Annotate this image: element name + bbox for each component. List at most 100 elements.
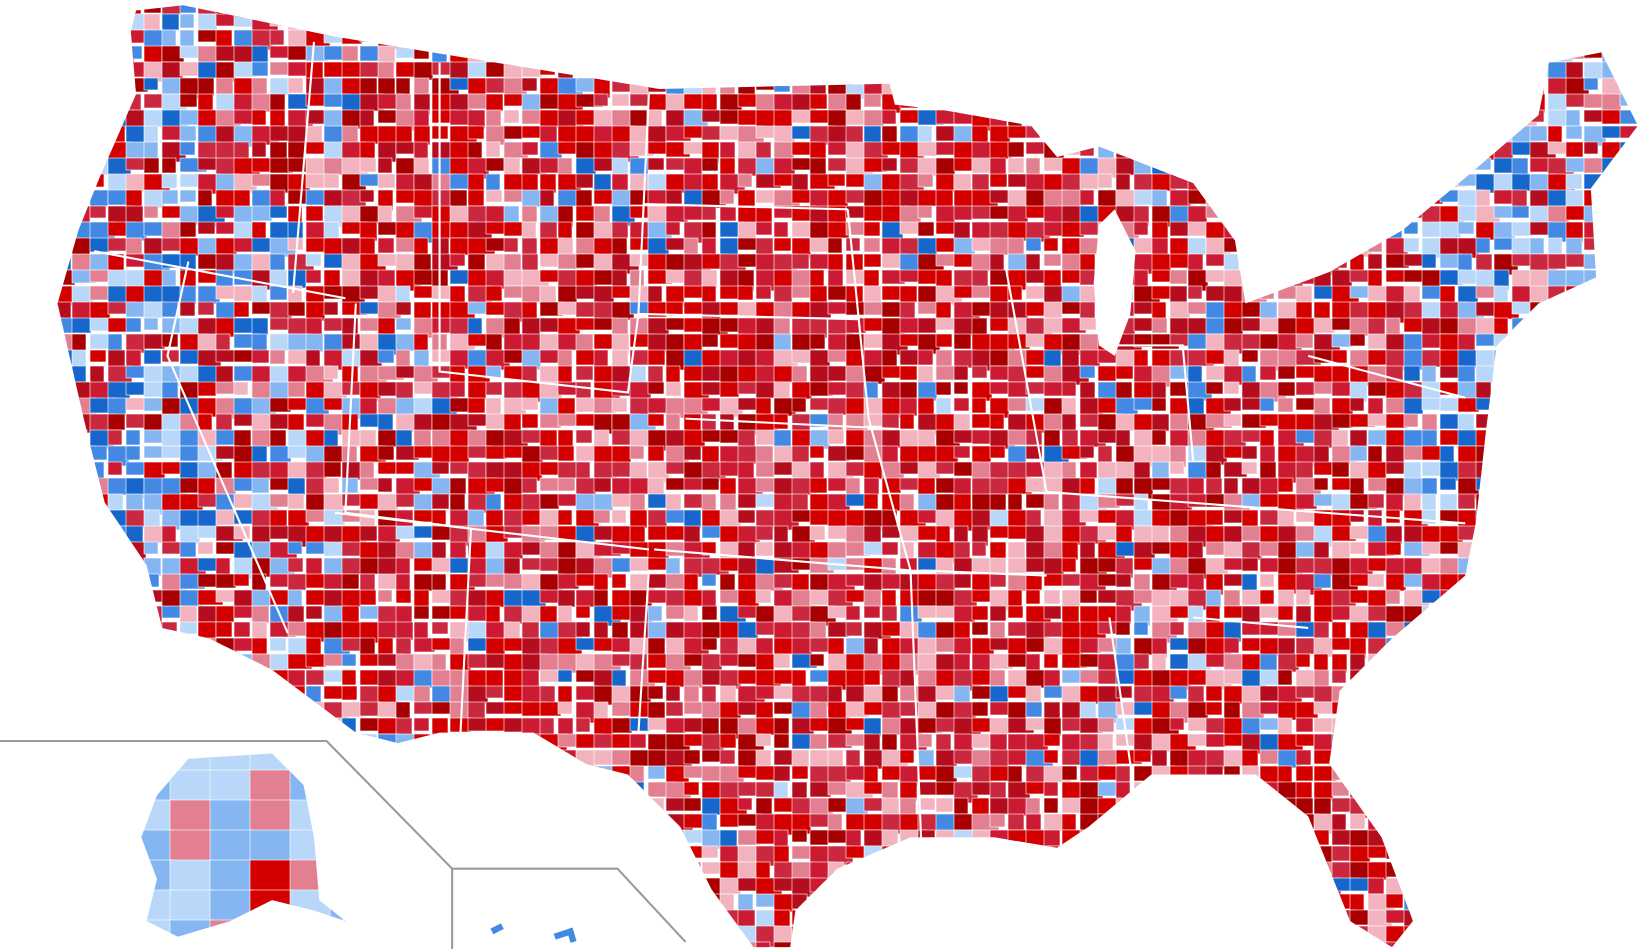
county: [503, 477, 523, 497]
county: [521, 285, 541, 303]
county: [1295, 413, 1316, 431]
county: [989, 765, 1010, 782]
county: [1331, 557, 1353, 576]
county: [521, 141, 539, 156]
county: [683, 605, 699, 622]
county: [1241, 557, 1259, 572]
county: [629, 733, 647, 749]
county: [1403, 365, 1421, 382]
county: [755, 157, 775, 177]
county: [485, 173, 501, 193]
county: [161, 157, 177, 174]
county: [1025, 653, 1041, 672]
county: [1313, 285, 1335, 300]
county: [557, 221, 573, 240]
county: [1349, 445, 1368, 462]
county: [485, 397, 502, 416]
county: [989, 317, 1011, 332]
county: [1061, 765, 1078, 781]
county: [1547, 237, 1563, 255]
county: [809, 285, 828, 303]
county: [791, 461, 813, 480]
county: [503, 541, 524, 560]
county: [863, 525, 882, 545]
county: [863, 477, 880, 496]
county: [827, 541, 847, 559]
county: [197, 301, 215, 316]
county: [1295, 669, 1317, 688]
county: [1223, 381, 1240, 395]
county: [503, 93, 524, 107]
county: [251, 605, 270, 624]
county: [215, 573, 237, 589]
county: [1043, 493, 1060, 511]
county: [215, 29, 233, 49]
county: [683, 813, 704, 829]
county: [683, 749, 701, 765]
county: [557, 685, 573, 705]
county: [1043, 829, 1061, 847]
county: [683, 717, 705, 733]
county: [269, 109, 286, 129]
county: [1025, 237, 1042, 252]
county: [1259, 461, 1277, 480]
county: [863, 765, 879, 785]
county: [197, 189, 213, 207]
county: [953, 157, 973, 172]
county: [359, 653, 379, 667]
county: [1385, 525, 1403, 545]
county: [143, 77, 159, 91]
county: [863, 461, 884, 480]
county: [1061, 477, 1083, 495]
county: [467, 173, 485, 193]
county: [1439, 445, 1455, 465]
county: [1313, 669, 1330, 689]
county: [1133, 653, 1150, 670]
county: [521, 205, 538, 223]
county: [395, 317, 412, 331]
county: [143, 93, 163, 109]
county: [845, 749, 861, 768]
county: [989, 125, 1011, 145]
county: [971, 221, 993, 241]
county: [665, 237, 686, 251]
county: [503, 717, 525, 733]
county: [467, 333, 488, 347]
county: [845, 509, 866, 528]
county: [1043, 797, 1059, 814]
county: [1205, 733, 1227, 748]
county: [791, 765, 809, 780]
county: [1187, 605, 1204, 625]
county: [755, 797, 773, 816]
county: [899, 397, 918, 417]
county: [953, 493, 972, 512]
county: [215, 77, 234, 95]
county: [161, 13, 180, 31]
county: [1115, 701, 1136, 716]
county: [665, 413, 681, 431]
county: [845, 189, 866, 204]
county: [251, 285, 268, 305]
county: [467, 685, 489, 705]
county: [1133, 621, 1149, 636]
county: [665, 525, 685, 541]
county: [1115, 605, 1132, 625]
county: [431, 653, 447, 672]
county: [575, 381, 592, 399]
county: [1241, 749, 1259, 767]
county: [71, 349, 87, 368]
county: [449, 253, 466, 267]
county: [575, 717, 591, 733]
county: [305, 349, 321, 368]
county: [791, 285, 812, 299]
county: [647, 701, 666, 721]
county: [359, 237, 376, 257]
county: [701, 381, 722, 396]
county: [953, 621, 971, 641]
county: [1349, 829, 1371, 847]
county: [1529, 237, 1545, 255]
county: [377, 237, 395, 254]
county: [125, 445, 141, 461]
county: [1583, 141, 1599, 155]
county: [413, 525, 433, 539]
